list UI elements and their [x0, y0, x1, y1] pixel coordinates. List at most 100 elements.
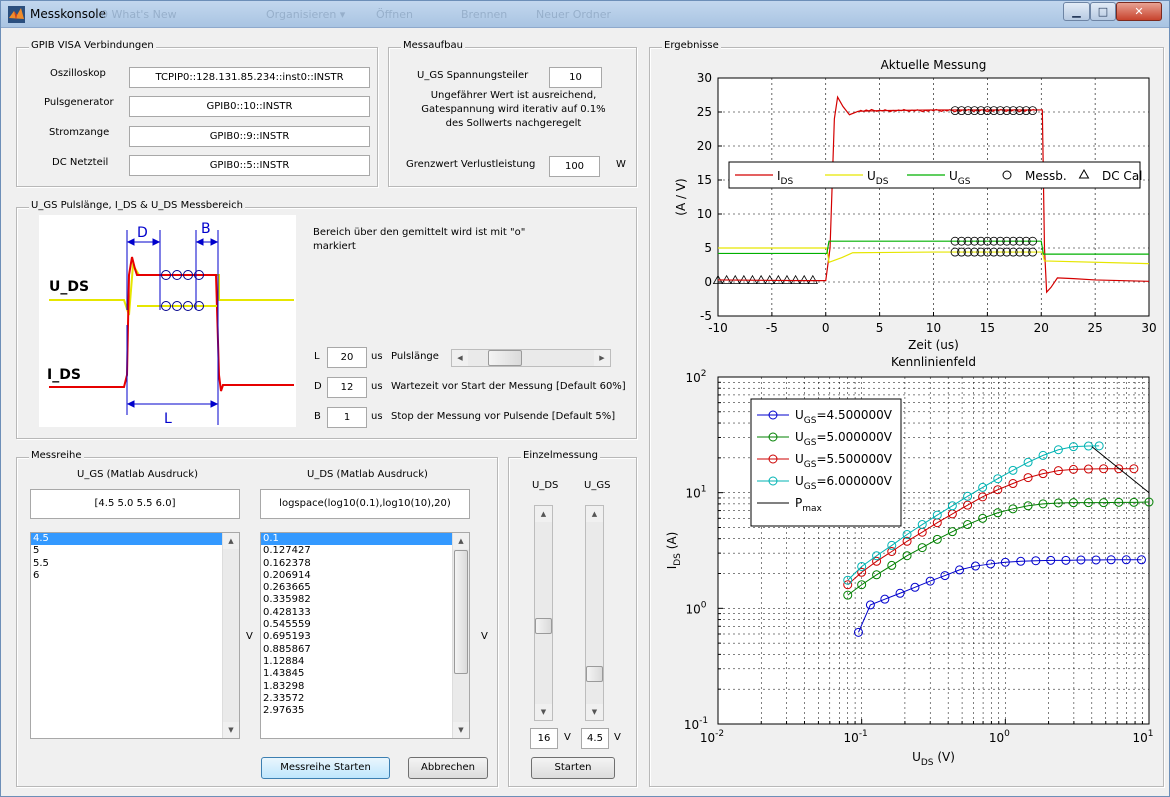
chart2-point — [993, 474, 1003, 484]
chart2-point — [1144, 497, 1154, 507]
d-field[interactable]: 12 — [327, 377, 367, 398]
chart1-xtick: 5 — [876, 321, 884, 335]
ergebnisse-panel: Ergebnisse — [649, 40, 1164, 787]
chart2-point — [1083, 498, 1093, 508]
chart1-xtick: 30 — [1141, 321, 1156, 335]
slider-thumb[interactable] — [586, 666, 603, 683]
b-field[interactable]: 1 — [327, 407, 367, 428]
list-item[interactable]: 1.83298 — [263, 680, 305, 692]
close-icon: ✕ — [1134, 5, 1144, 18]
slider-down-icon[interactable]: ▼ — [535, 704, 552, 720]
list-item[interactable]: 5.5 — [33, 557, 49, 569]
verlustleistung-field[interactable]: 100 — [549, 156, 600, 177]
slider-thumb[interactable] — [488, 350, 523, 366]
slider-thumb[interactable] — [535, 618, 552, 635]
einzel-uds-field[interactable]: 16 — [530, 728, 558, 749]
close-button[interactable]: ✕ — [1116, 2, 1162, 21]
einzel-start-button[interactable]: Starten — [531, 757, 615, 779]
l-unit: us — [371, 351, 383, 362]
dc-cal-marker — [790, 274, 801, 285]
ugs-listbox[interactable]: 4.5 5 5.5 6 ▲ ▼ — [30, 532, 240, 739]
messreihe-start-button[interactable]: Messreihe Starten — [261, 757, 390, 779]
scroll-up-icon[interactable]: ▲ — [223, 533, 239, 549]
uds-list-scrollbar[interactable]: ▲ ▼ — [452, 533, 469, 738]
legend-rest: =5.500000V — [816, 452, 892, 466]
chart2-series-line — [858, 559, 1142, 633]
d-text: Wartezeit vor Start der Messung [Default… — [391, 381, 626, 392]
chart2-title: Kennlinienfeld — [891, 355, 976, 369]
list-item[interactable]: 4.5 — [31, 533, 239, 546]
ugs-expression-field[interactable]: [4.5 5.0 5.5 6.0] — [30, 489, 240, 519]
legend-rest: =5.000000V — [816, 430, 892, 444]
list-item[interactable]: 0.545559 — [263, 619, 311, 631]
messb-marker — [976, 106, 986, 116]
legend-swatch-marker — [768, 410, 778, 420]
list-item[interactable]: 0.127427 — [263, 545, 311, 557]
messreihe-panel: Messreihe U_GS (Matlab Ausdruck) [4.5 5.… — [16, 450, 498, 787]
title-bar[interactable]: Messkonsole 0 What's New Organisieren ▾ … — [1, 1, 1169, 28]
pulslaenge-slider[interactable]: ◀ ▶ — [451, 349, 611, 367]
slider-down-icon[interactable]: ▼ — [586, 704, 603, 720]
chart2-point — [1046, 555, 1056, 565]
chart2-point — [1008, 465, 1018, 475]
scroll-down-icon[interactable]: ▼ — [453, 722, 469, 738]
chart2-point — [925, 576, 935, 586]
chart2-legend — [750, 398, 902, 527]
chart2-point — [887, 546, 897, 556]
list-item[interactable]: 0.428133 — [263, 606, 311, 618]
window-title: Messkonsole — [30, 7, 107, 21]
l-field[interactable]: 20 — [327, 347, 367, 368]
ghost-text: Brennen — [461, 8, 508, 21]
oszilloskop-field[interactable]: TCPIP0::128.131.85.234::inst0::INSTR — [129, 67, 370, 88]
abbrechen-button[interactable]: Abbrechen — [408, 757, 488, 779]
list-item[interactable]: 0.206914 — [263, 569, 311, 581]
slider-right-icon[interactable]: ▶ — [594, 350, 610, 366]
messb-marker — [1028, 106, 1038, 116]
spannungsteiler-field[interactable]: 10 — [549, 67, 602, 88]
chart2-point — [1038, 469, 1048, 479]
list-item[interactable]: 2.97635 — [263, 705, 305, 717]
chart2-point — [1061, 555, 1071, 565]
list-item[interactable]: 0.263665 — [263, 582, 311, 594]
list-item[interactable]: 1.43845 — [263, 668, 305, 680]
list-item[interactable]: 0.885867 — [263, 643, 311, 655]
list-item[interactable]: 0.162378 — [263, 557, 311, 569]
dc-netzteil-field[interactable]: GPIB0::5::INSTR — [129, 155, 370, 176]
list-item[interactable]: 0.1 — [261, 533, 469, 546]
legend-entry: Messb. — [1025, 169, 1067, 183]
einzel-uds-slider[interactable]: ▲ ▼ — [534, 505, 553, 721]
einzel-uds-label: U_DS — [532, 480, 559, 491]
scroll-down-icon[interactable]: ▼ — [223, 722, 239, 738]
slider-left-icon[interactable]: ◀ — [452, 350, 468, 366]
stromzange-field[interactable]: GPIB0::9::INSTR — [129, 126, 370, 147]
slider-up-icon[interactable]: ▲ — [586, 506, 603, 522]
ghost-text: Organisieren ▾ — [266, 8, 346, 21]
list-item[interactable]: 5 — [33, 545, 40, 557]
minimize-button[interactable]: ▁ — [1063, 2, 1090, 21]
verlustleistung-label: Grenzwert Verlustleistung — [406, 159, 536, 170]
messaufbau-title: Messaufbau — [401, 40, 465, 51]
list-item[interactable]: 0.335982 — [263, 594, 311, 606]
chart2-point — [1038, 499, 1048, 509]
list-item[interactable]: 0.695193 — [263, 631, 311, 643]
uds-header: U_DS (Matlab Ausdruck) — [307, 469, 428, 480]
ids-label: I_DS — [47, 367, 81, 383]
uds-expression-field[interactable]: logspace(log10(0.1),log10(10),20) — [260, 489, 470, 519]
list-item[interactable]: 2.33572 — [263, 692, 305, 704]
chart2-point — [1068, 442, 1078, 452]
scroll-thumb[interactable] — [454, 550, 468, 674]
einzel-ugs-slider[interactable]: ▲ ▼ — [585, 505, 604, 721]
b-label: B — [201, 221, 211, 237]
ugs-list-scrollbar[interactable]: ▲ ▼ — [222, 533, 239, 738]
d-label: D — [137, 225, 148, 241]
chart2-point — [917, 543, 927, 553]
einzel-ugs-field[interactable]: 4.5 — [581, 728, 609, 749]
uds-listbox[interactable]: 0.1 0.127427 0.162378 0.206914 0.263665 0.335… — [260, 532, 470, 739]
list-item[interactable]: 1.12884 — [263, 655, 305, 667]
slider-up-icon[interactable]: ▲ — [535, 506, 552, 522]
pulsgenerator-field[interactable]: GPIB0::10::INSTR — [129, 96, 370, 117]
maximize-button[interactable]: □ — [1090, 2, 1116, 21]
scroll-up-icon[interactable]: ▲ — [453, 533, 469, 549]
chart2-point — [1129, 497, 1139, 507]
list-item[interactable]: 6 — [33, 569, 40, 581]
